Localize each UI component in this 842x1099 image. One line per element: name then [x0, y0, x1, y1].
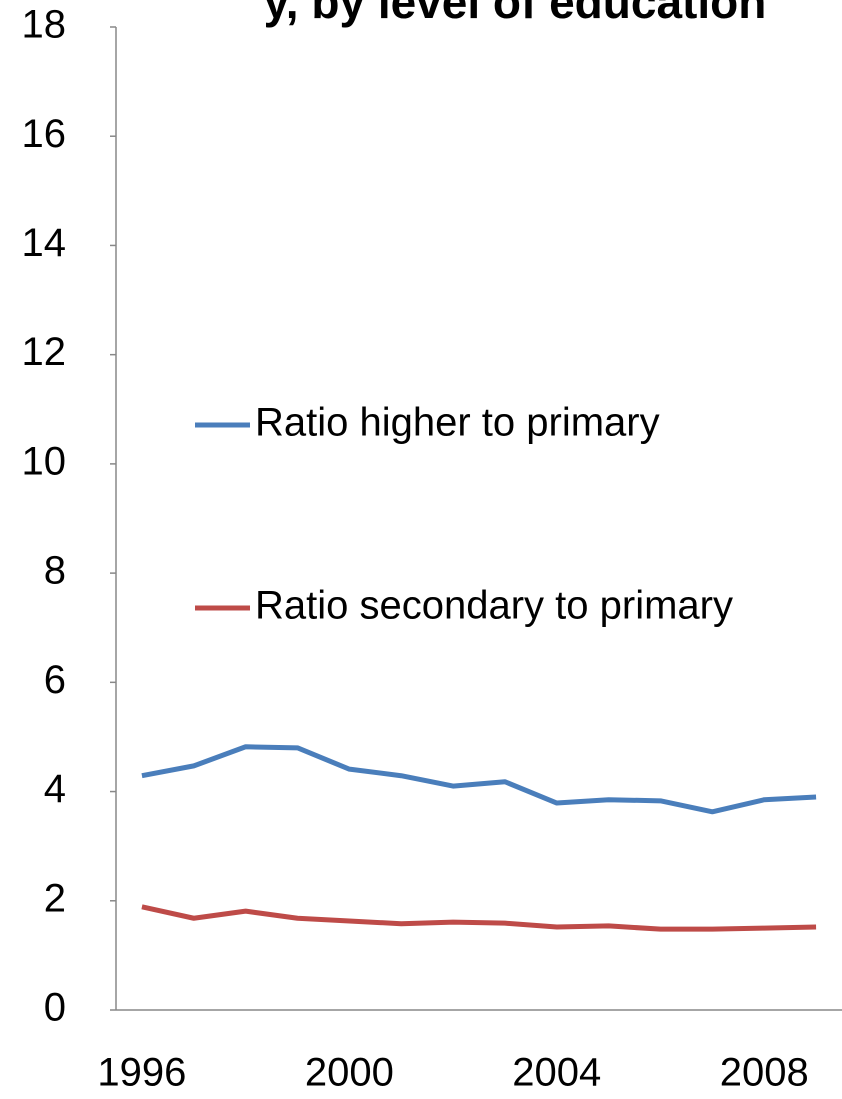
y-tick-label: 10 — [22, 439, 67, 483]
legend-label: Ratio secondary to primary — [255, 584, 733, 628]
legend-label: Ratio higher to primary — [255, 401, 660, 445]
y-tick-label: 14 — [22, 221, 67, 265]
x-tick-label: 2004 — [512, 1051, 601, 1095]
y-tick-label: 12 — [22, 330, 67, 374]
y-tick-label: 6 — [44, 658, 66, 702]
y-tick-label: 16 — [22, 112, 67, 156]
y-tick-label: 8 — [44, 549, 66, 593]
chart-title: y, by level of education — [264, 0, 767, 28]
x-tick-label: 2008 — [720, 1051, 809, 1095]
x-tick-label: 2000 — [305, 1051, 394, 1095]
x-tick-label: 1996 — [97, 1051, 186, 1095]
y-tick-label: 4 — [44, 767, 66, 811]
y-tick-label: 18 — [22, 3, 67, 47]
series-line — [141, 744, 817, 815]
y-tick-label: 0 — [44, 986, 66, 1030]
y-tick-label: 2 — [44, 876, 66, 920]
series-line — [141, 904, 817, 932]
